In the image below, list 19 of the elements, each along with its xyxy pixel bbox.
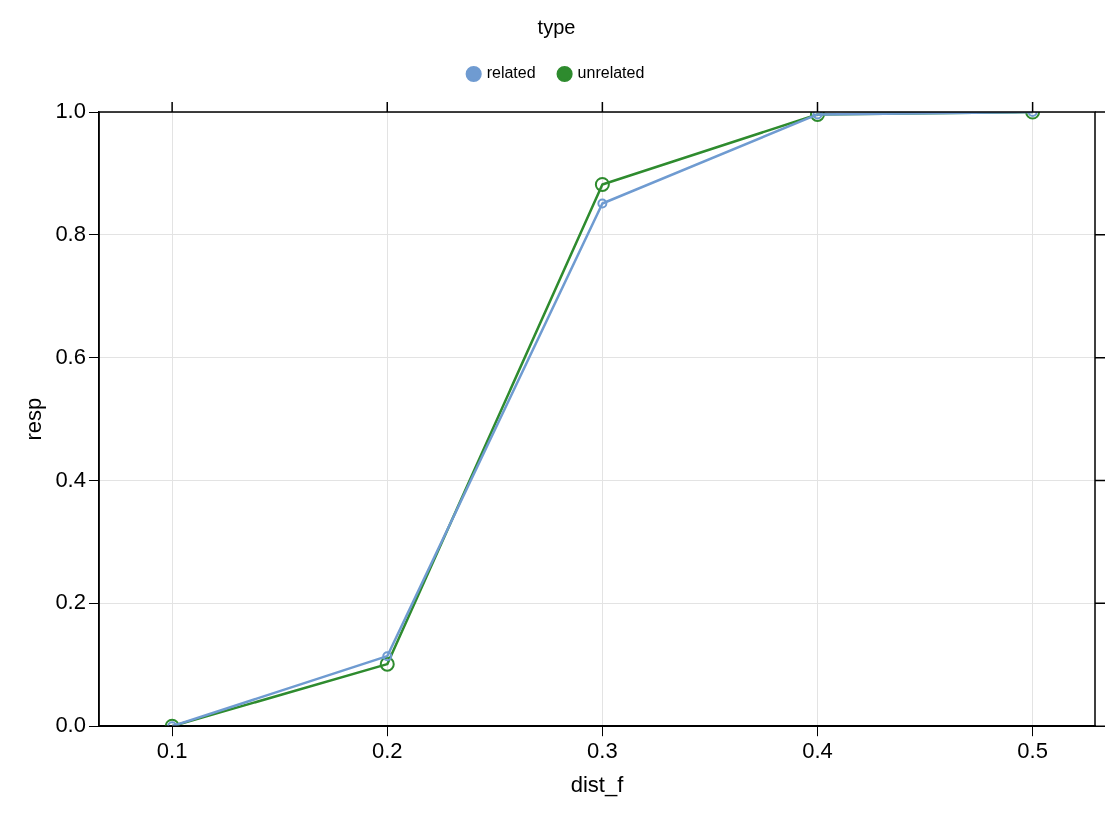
legend-title: type [537,15,576,38]
point [382,651,393,662]
y-tick-label: 0.6 [55,343,86,369]
x-axis-title: dist_f [570,771,625,797]
legend-label: unrelated [577,64,645,82]
x-tick-label: 0.2 [371,738,403,764]
point [379,656,395,672]
y-tick-label: 1.0 [55,98,86,124]
x-tick-label: 0.1 [156,738,188,764]
y-tick-label: 0.4 [55,466,86,492]
point [597,198,608,209]
x-tick-label: 0.4 [802,738,833,764]
legend-label: related [486,64,536,82]
y-tick-label: 0.8 [55,220,86,246]
y-axis-title: resp [21,397,47,441]
x-tick-label: 0.5 [1017,738,1048,764]
x-tick-label: 0.3 [587,738,618,764]
y-tick-label: 0.2 [55,589,86,615]
y-tick-label: 0.0 [55,712,86,738]
